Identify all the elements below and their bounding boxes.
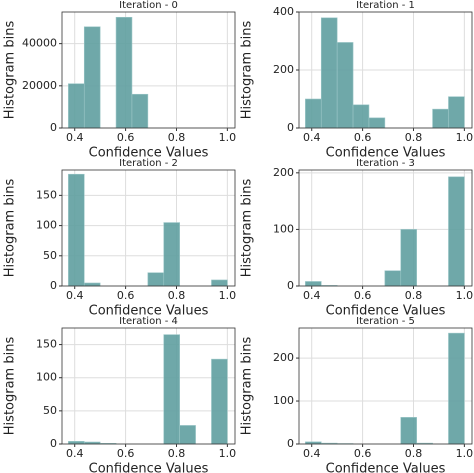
x-tick-label: 0.6	[117, 131, 135, 144]
histogram-bar	[179, 425, 196, 445]
x-tick-label: 0.4	[303, 289, 321, 302]
histogram-bar	[448, 96, 465, 129]
y-tick-label: 0	[287, 121, 294, 134]
x-tick-label: 1.0	[219, 447, 237, 460]
y-tick-label: 40000	[22, 37, 57, 50]
histogram-bar	[68, 83, 85, 129]
y-tick-label: 50	[43, 249, 57, 262]
x-tick-label: 0.6	[354, 131, 372, 144]
histogram-bar	[400, 229, 417, 287]
plot-frame	[298, 169, 473, 287]
y-tick-label: 0	[50, 437, 57, 450]
y-tick-label: 0	[287, 279, 294, 292]
x-tick-label: 1.0	[219, 289, 237, 302]
plot-frame	[298, 327, 473, 445]
histogram-bar	[131, 93, 149, 129]
x-tick-label: 0.4	[66, 447, 84, 460]
x-axis-label: Confidence Values	[89, 462, 209, 473]
plot-frame	[61, 169, 236, 287]
x-tick-label: 0.6	[117, 289, 135, 302]
y-tick-label: 20000	[22, 79, 57, 92]
y-tick-label: 0	[287, 437, 294, 450]
plot-frame	[61, 327, 236, 445]
histogram-bar	[83, 282, 101, 287]
x-tick-label: 0.8	[168, 289, 186, 302]
y-tick-label: 100	[273, 222, 294, 235]
x-axis-label: Confidence Values	[89, 146, 209, 161]
histogram-bar	[352, 104, 370, 129]
y-axis-label: Histogram bins	[240, 179, 255, 278]
y-tick-label: 200	[273, 351, 294, 364]
y-axis-label: Histogram bins	[3, 21, 18, 120]
plot-frame	[61, 11, 236, 129]
plot-frame	[298, 11, 473, 129]
histogram-bar	[336, 42, 354, 129]
chart-title: Iteration - 2	[119, 158, 178, 169]
histogram-bar	[368, 117, 386, 129]
histogram-bar	[83, 26, 101, 129]
x-tick-label: 0.8	[405, 289, 423, 302]
histogram-bar	[68, 173, 85, 287]
y-tick-label: 100	[36, 219, 57, 232]
x-tick-label: 1.0	[456, 447, 474, 460]
y-tick-label: 0	[50, 121, 57, 134]
x-tick-label: 0.8	[405, 131, 423, 144]
histogram-bar	[448, 332, 465, 445]
x-axis-label: Confidence Values	[89, 304, 209, 319]
histogram-bar	[211, 279, 228, 287]
histogram-bar	[163, 334, 180, 445]
y-axis-label: Histogram bins	[240, 337, 255, 436]
x-tick-label: 0.6	[354, 447, 372, 460]
chart-title: Iteration - 0	[119, 0, 178, 11]
histogram-bar	[400, 417, 417, 445]
x-tick-label: 1.0	[456, 289, 474, 302]
x-axis-label: Confidence Values	[326, 462, 446, 473]
chart-title: Iteration - 4	[119, 316, 178, 327]
x-tick-label: 1.0	[456, 131, 474, 144]
x-tick-label: 0.4	[303, 131, 321, 144]
y-tick-label: 100	[36, 371, 57, 384]
histogram-bar	[432, 108, 449, 129]
histogram-bar	[211, 358, 228, 445]
y-tick-label: 400	[273, 5, 294, 18]
y-tick-label: 200	[273, 166, 294, 179]
chart-title: Iteration - 3	[356, 158, 415, 169]
histogram-bar	[163, 222, 180, 287]
histogram-bar	[305, 98, 322, 129]
y-tick-label: 150	[36, 338, 57, 351]
histogram-bar	[448, 176, 465, 287]
x-tick-label: 0.8	[168, 447, 186, 460]
y-tick-label: 100	[273, 394, 294, 407]
y-tick-label: 200	[273, 63, 294, 76]
histogram-bar	[305, 281, 322, 287]
x-axis-label: Confidence Values	[326, 146, 446, 161]
y-axis-label: Histogram bins	[240, 21, 255, 120]
y-tick-label: 150	[36, 188, 57, 201]
histogram-bar	[115, 16, 133, 129]
chart-title: Iteration - 5	[356, 316, 415, 327]
y-axis-label: Histogram bins	[3, 179, 18, 278]
y-axis-label: Histogram bins	[3, 337, 18, 436]
x-tick-label: 0.4	[66, 289, 84, 302]
histogram-bar	[147, 272, 165, 287]
x-tick-label: 0.8	[168, 131, 186, 144]
x-axis-label: Confidence Values	[326, 304, 446, 319]
x-tick-label: 1.0	[219, 131, 237, 144]
y-tick-label: 0	[50, 279, 57, 292]
x-tick-label: 0.6	[117, 447, 135, 460]
x-tick-label: 0.6	[354, 289, 372, 302]
histogram-bar	[320, 17, 338, 129]
x-tick-label: 0.8	[405, 447, 423, 460]
y-tick-label: 50	[43, 404, 57, 417]
histogram-bar	[384, 270, 402, 287]
chart-title: Iteration - 1	[356, 0, 415, 11]
x-tick-label: 0.4	[303, 447, 321, 460]
x-tick-label: 0.4	[66, 131, 84, 144]
